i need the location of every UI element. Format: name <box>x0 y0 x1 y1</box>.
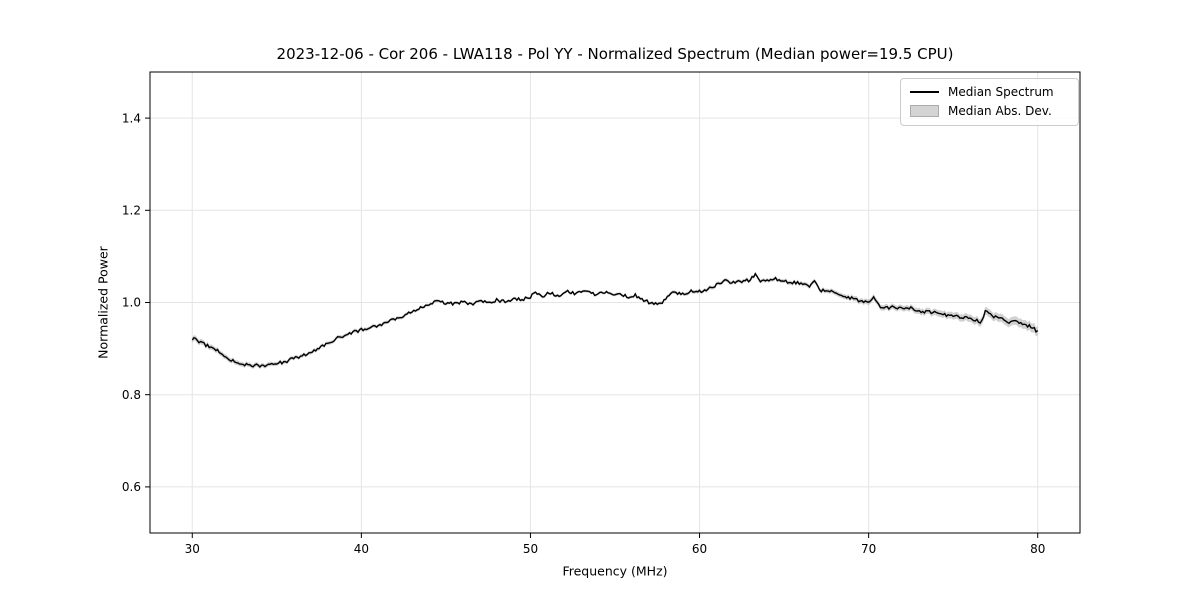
x-tick-label: 80 <box>1030 542 1045 556</box>
y-tick-label: 0.6 <box>122 480 141 494</box>
grid-layer <box>150 72 1080 533</box>
x-tick-label: 60 <box>692 542 707 556</box>
chart-title: 2023-12-06 - Cor 206 - LWA118 - Pol YY -… <box>276 45 954 63</box>
median-spectrum-line <box>191 272 1039 369</box>
legend-line-swatch <box>910 91 939 93</box>
median-abs-dev-band <box>192 271 1038 370</box>
y-tick-label: 1.2 <box>122 204 141 218</box>
x-axis-label: Frequency (MHz) <box>562 564 667 579</box>
x-tick-label: 50 <box>523 542 538 556</box>
y-tick-label: 0.8 <box>122 388 141 402</box>
x-tick-label: 30 <box>185 542 200 556</box>
legend-item-median-spectrum: Median Spectrum <box>910 84 1070 100</box>
legend: Median Spectrum Median Abs. Dev. <box>900 78 1079 126</box>
y-tick-label: 1.4 <box>122 111 141 125</box>
x-tick-label: 70 <box>861 542 876 556</box>
data-layer <box>191 271 1039 370</box>
axes-layer: 30 40 50 60 70 80 0.6 0.8 1.0 1.2 1.4 <box>122 71 1081 556</box>
legend-item-median-abs-dev: Median Abs. Dev. <box>910 103 1070 119</box>
y-axis-label: Normalized Power <box>96 245 111 359</box>
legend-patch-swatch <box>910 105 939 117</box>
y-tick-label: 1.0 <box>122 296 141 310</box>
legend-label: Median Spectrum <box>948 85 1054 99</box>
legend-label: Median Abs. Dev. <box>948 104 1052 118</box>
x-tick-label: 40 <box>354 542 369 556</box>
